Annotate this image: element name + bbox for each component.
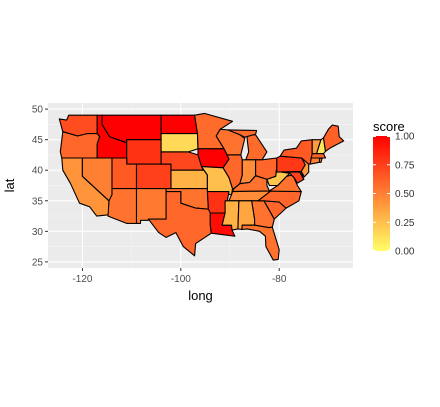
legend-label: 1.00	[395, 132, 415, 143]
state-maine	[322, 124, 345, 152]
y-tick-label: 45	[32, 135, 44, 146]
x-axis-title: long	[188, 288, 213, 303]
state-massachusetts	[310, 153, 327, 159]
state-wyoming	[126, 139, 162, 165]
y-tick-label: 35	[32, 196, 44, 207]
y-axis-title: lat	[2, 178, 17, 192]
state-south-dakota	[160, 133, 199, 153]
legend-label: 0.50	[395, 189, 415, 200]
x-tick-label: -80	[272, 274, 287, 285]
state-regions	[58, 112, 345, 261]
state-rhode-island	[318, 157, 323, 163]
state-florida	[241, 224, 280, 261]
state-colorado	[135, 163, 172, 190]
legend-label: 0.00	[395, 247, 415, 258]
state-pennsylvania	[276, 155, 306, 173]
state-michigan-upper	[227, 129, 258, 138]
state-kentucky	[231, 175, 270, 193]
legend-colorbar	[373, 136, 390, 251]
legend-label: 0.25	[395, 218, 415, 229]
state-oregon	[59, 131, 101, 159]
state-mississippi	[221, 200, 240, 231]
x-axis: -120 -100 -80	[72, 268, 287, 285]
state-kansas	[170, 169, 208, 190]
x-tick-label: -120	[72, 274, 92, 285]
y-tick-label: 25	[32, 257, 44, 268]
legend-label: 0.75	[395, 160, 415, 171]
state-iowa	[197, 148, 230, 169]
y-axis: 25 30 35 40 45 50	[32, 105, 48, 268]
y-tick-label: 40	[32, 166, 44, 177]
y-tick-label: 50	[32, 105, 44, 116]
x-tick-label: -100	[171, 274, 191, 285]
legend: score 0.00 0.25 0.50 0.75 1.00	[373, 119, 415, 258]
state-north-dakota	[160, 114, 199, 135]
legend-title: score	[373, 119, 405, 134]
state-new-mexico	[135, 188, 167, 224]
state-arizona	[107, 188, 138, 224]
y-tick-label: 30	[32, 227, 44, 238]
